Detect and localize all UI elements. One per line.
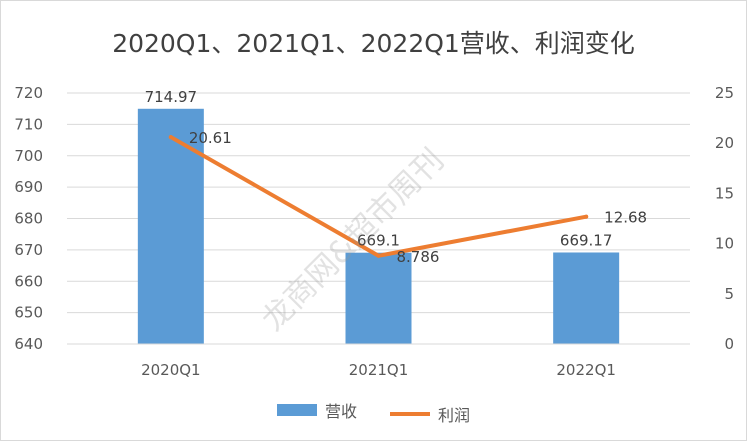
profit-data-label: 12.68	[604, 209, 647, 227]
legend-item-revenue: 营收	[276, 398, 357, 422]
revenue-data-label: 714.97	[145, 88, 198, 106]
y-left-tick-label: 670	[14, 241, 43, 259]
profit-point	[168, 135, 173, 140]
y-left-tick-label: 660	[14, 272, 43, 290]
legend-swatch-bar	[276, 404, 317, 416]
revenue-bar	[553, 252, 620, 344]
y-right-tick-label: 25	[715, 84, 734, 102]
y-left-tick-label: 690	[14, 178, 43, 196]
revenue-data-label: 669.17	[560, 231, 613, 249]
profit-data-label: 8.786	[397, 248, 440, 266]
y-right-tick-label: 0	[724, 335, 734, 353]
legend-label-revenue: 营收	[324, 402, 357, 421]
x-tick-label: 2021Q1	[349, 361, 409, 379]
data-labels: 714.97 669.1 669.17 20.61 8.786 12.68	[145, 88, 648, 266]
legend-item-profit: 利润	[390, 402, 470, 426]
legend-swatch-line	[390, 412, 431, 416]
y-left-tick-label: 680	[14, 210, 43, 228]
y-left-tick-label: 640	[14, 335, 43, 353]
x-tick-label: 2020Q1	[141, 361, 201, 379]
axes: 640 650 660 670 680 690 700 710 720 0 5 10 15 20 25 202…	[14, 84, 734, 379]
line-series	[168, 135, 589, 258]
y-left-tick-label: 720	[14, 84, 43, 102]
y-left-tick-label: 650	[14, 304, 43, 322]
y-right-tick-label: 20	[715, 134, 734, 152]
legend: 营收 利润	[0, 398, 747, 426]
revenue-bar	[345, 252, 412, 344]
y-right-tick-label: 10	[715, 235, 734, 253]
revenue-data-label: 669.1	[357, 232, 400, 250]
legend-label-profit: 利润	[438, 406, 471, 425]
y-right-tick-label: 15	[715, 184, 734, 202]
y-left-tick-label: 710	[14, 115, 43, 133]
profit-data-label: 20.61	[189, 129, 232, 147]
y-left-tick-label: 700	[14, 147, 43, 165]
chart-title: 2020Q1、2021Q1、2022Q1营收、利润变化	[112, 29, 635, 58]
x-tick-label: 2022Q1	[556, 361, 616, 379]
profit-point	[376, 253, 381, 258]
profit-point	[584, 214, 589, 219]
y-right-tick-label: 5	[724, 285, 734, 303]
